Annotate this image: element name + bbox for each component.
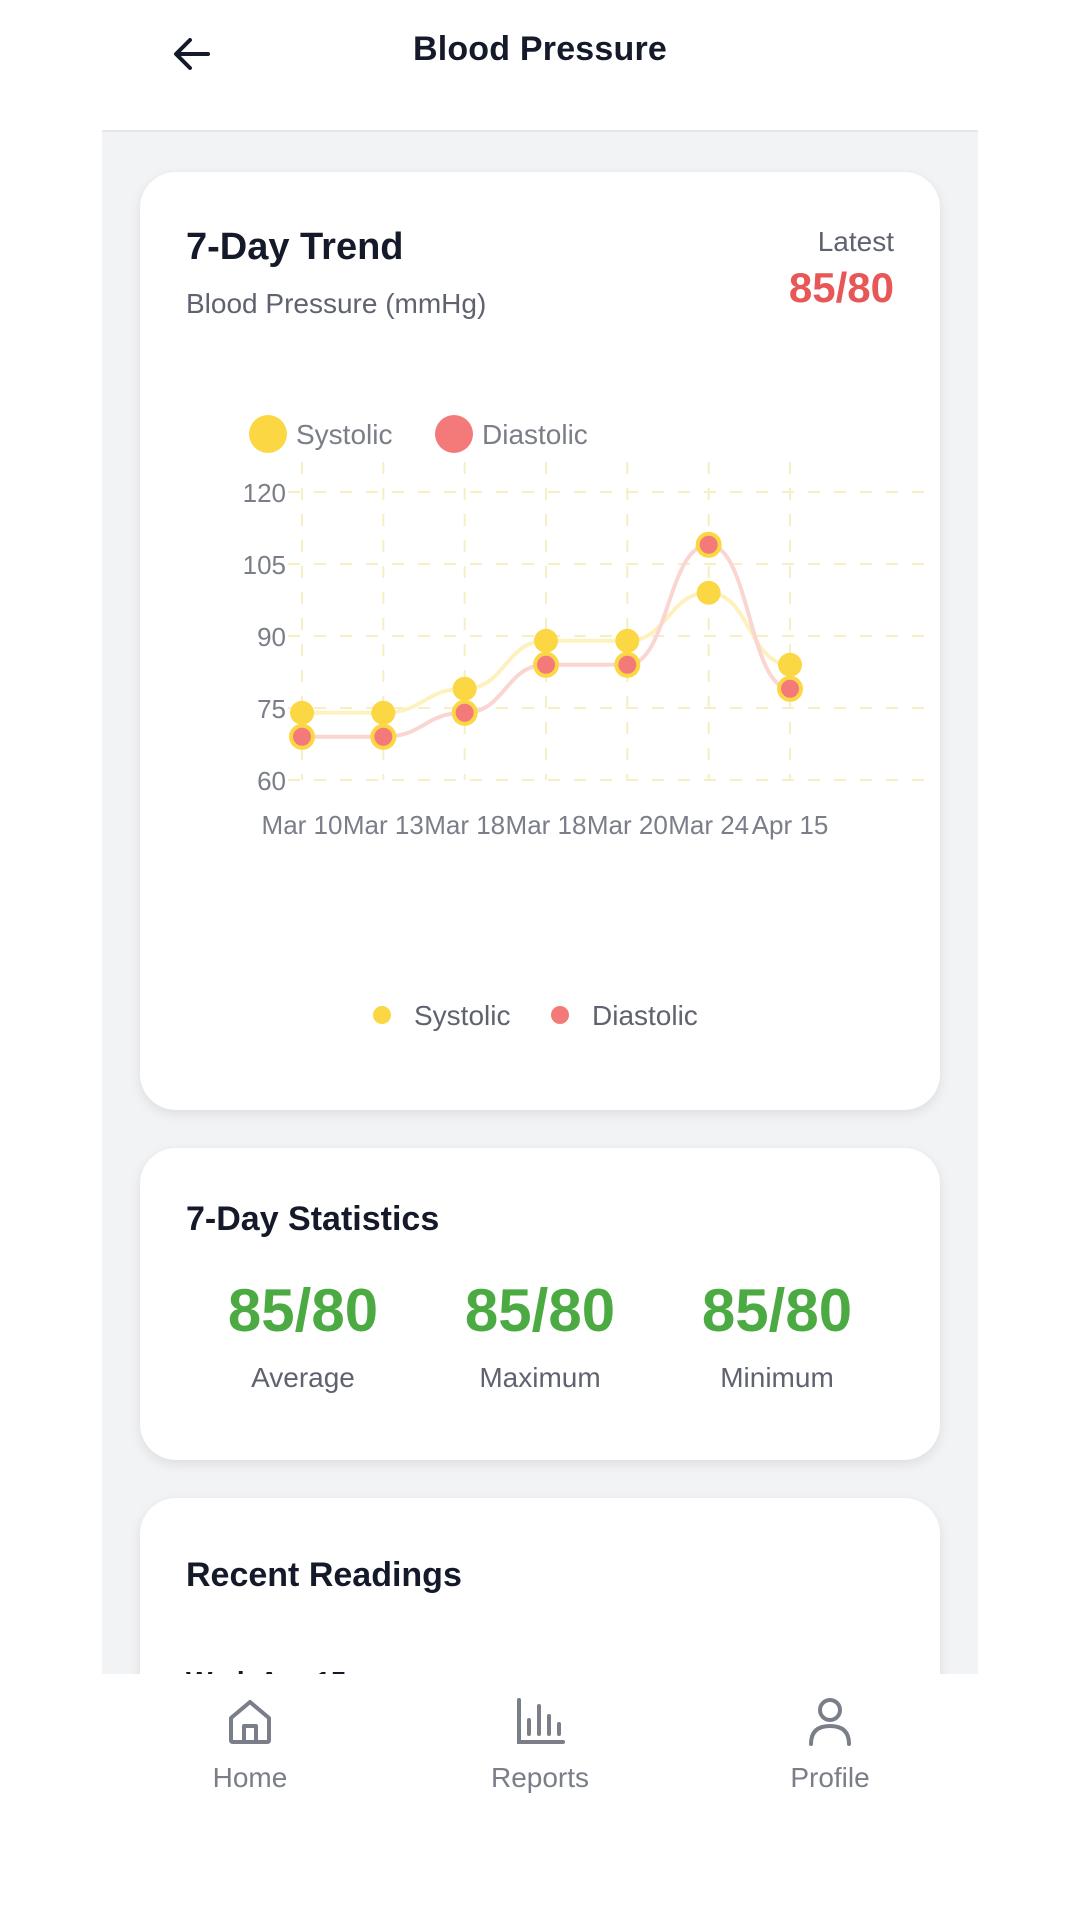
app-header: Blood Pressure: [0, 0, 1080, 130]
point-systolic-4: [615, 628, 640, 653]
x-tick-1: Mar 13: [343, 810, 424, 840]
stats-title: 7-Day Statistics: [186, 1200, 440, 1238]
legend-bottom-systolic-swatch: [373, 1006, 391, 1024]
statistics-card: 7-Day Statistics 85/80 Average 85/80 Max…: [140, 1148, 940, 1460]
point-systolic-0: [290, 700, 314, 725]
nav-home[interactable]: Home: [150, 1694, 350, 1814]
x-tick-5: Mar 24: [668, 810, 749, 840]
x-tick-2: Mar 18: [424, 810, 505, 840]
bar-chart-icon: [517, 1698, 565, 1744]
nav-reports[interactable]: Reports: [440, 1694, 640, 1814]
point-diastolic-6: [777, 675, 803, 702]
point-diastolic-2: [451, 699, 478, 726]
point-diastolic-1: [370, 723, 397, 750]
stat-maximum-label: Maximum: [479, 1362, 601, 1393]
x-tick-0: Mar 10: [262, 810, 343, 840]
stat-maximum: 85/80 Maximum: [415, 1278, 665, 1394]
nav-profile-label: Profile: [790, 1762, 870, 1793]
stat-minimum-label: Minimum: [720, 1362, 834, 1393]
x-tick-3: Mar 18: [506, 810, 587, 840]
y-tick-90: 90: [257, 622, 286, 652]
stat-minimum-value: 85/80: [701, 1277, 853, 1344]
legend-bottom-diastolic-label: Diastolic: [592, 1000, 698, 1031]
y-tick-60: 60: [257, 766, 286, 796]
arrow-left-icon: [174, 38, 210, 70]
latest-value: 85/80: [788, 264, 894, 311]
x-tick-6: Apr 15: [752, 810, 829, 840]
point-diastolic-3: [533, 651, 559, 678]
recent-readings-title: Recent Readings: [186, 1556, 462, 1594]
bottom-nav: Home Reports Profile: [102, 1674, 978, 1920]
legend-top-diastolic-label: Diastolic: [482, 419, 588, 450]
stat-average-value: 85/80: [227, 1277, 379, 1344]
trend-card: 7-Day Trend Blood Pressure (mmHg) Latest…: [140, 172, 940, 1110]
series-line-diastolic: [300, 542, 792, 739]
back-button[interactable]: [160, 22, 224, 86]
legend-bottom-diastolic-swatch: [551, 1006, 569, 1024]
recent-readings-card: Recent Readings Wed, Apr 15: [140, 1498, 940, 1676]
y-tick-105: 105: [243, 550, 286, 580]
y-tick-75: 75: [257, 694, 286, 724]
legend-bottom: Systolic Diastolic: [373, 1000, 698, 1031]
reading-row-date[interactable]: Wed, Apr 15: [186, 1666, 346, 1676]
point-systolic-1: [371, 700, 396, 725]
point-systolic-5: [696, 580, 721, 605]
home-icon: [229, 1700, 271, 1744]
page-title: Blood Pressure: [412, 30, 668, 68]
user-icon: [809, 1698, 851, 1746]
point-systolic-6: [778, 652, 802, 677]
nav-reports-label: Reports: [490, 1762, 590, 1793]
point-diastolic-4: [614, 651, 641, 678]
legend-top-systolic-swatch: [249, 415, 287, 453]
trend-title: 7-Day Trend: [186, 226, 404, 268]
stat-average: 85/80 Average: [178, 1278, 428, 1394]
x-axis-ticks: Mar 10 Mar 13 Mar 18 Mar 18 Mar 20 Mar 24 Apr …: [262, 810, 829, 840]
scroll-content[interactable]: 7-Day Trend Blood Pressure (mmHg) Latest…: [102, 130, 978, 1676]
legend-top: Systolic Diastolic: [249, 415, 588, 453]
stat-average-label: Average: [251, 1362, 355, 1393]
legend-top-diastolic-swatch: [435, 415, 473, 453]
series-points: [289, 531, 803, 750]
y-axis-ticks: 60 75 90 105 120: [243, 478, 286, 796]
stat-minimum: 85/80 Minimum: [652, 1278, 902, 1394]
legend-top-systolic-label: Systolic: [296, 419, 392, 450]
point-systolic-2: [452, 676, 477, 701]
point-diastolic-0: [289, 723, 315, 750]
legend-bottom-systolic-label: Systolic: [414, 1000, 510, 1031]
trend-subtitle: Blood Pressure (mmHg): [186, 288, 487, 319]
latest-label: Latest: [817, 226, 894, 257]
nav-profile[interactable]: Profile: [730, 1694, 930, 1814]
nav-home-label: Home: [212, 1762, 288, 1793]
point-systolic-3: [534, 628, 558, 653]
y-tick-120: 120: [243, 478, 286, 508]
stat-maximum-value: 85/80: [464, 1277, 616, 1344]
x-tick-4: Mar 20: [587, 810, 668, 840]
point-diastolic-5: [695, 531, 722, 558]
